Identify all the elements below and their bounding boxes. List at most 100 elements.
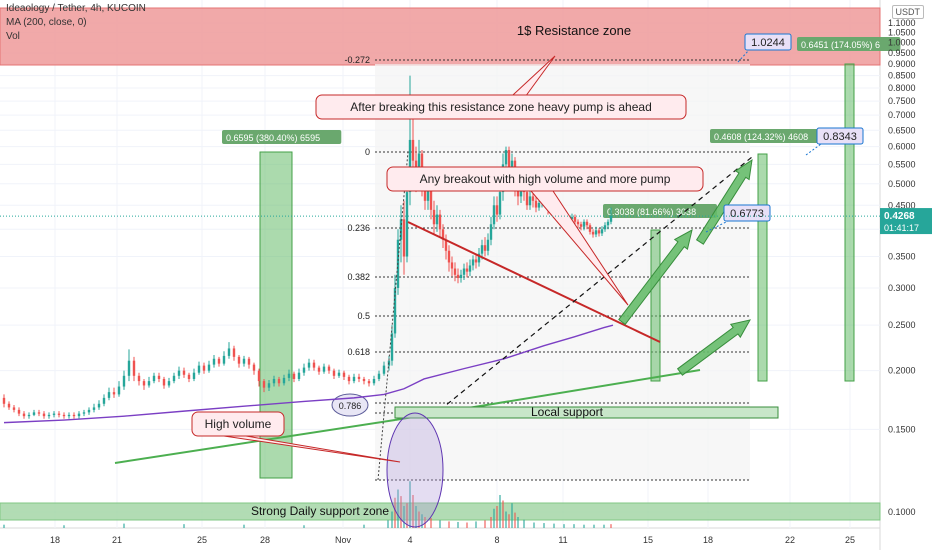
volume-bar [475, 521, 477, 528]
candle-body [342, 372, 346, 377]
daily-support-label: Strong Daily support zone [251, 504, 389, 518]
candle-body [232, 348, 236, 357]
price-tick-label: 0.9500 [888, 48, 916, 58]
price-tick-label: 0.2000 [888, 366, 916, 376]
time-tick-label: 25 [845, 535, 855, 545]
price-tick-label: 0.5500 [888, 159, 916, 169]
ma-indicator-label[interactable]: MA (200, close, 0) [6, 17, 87, 28]
target1-measure[interactable] [650, 229, 661, 382]
target1-measure-label-bg [603, 204, 717, 218]
candle-body [576, 221, 580, 225]
volume-bar [303, 525, 305, 528]
candle-body [267, 383, 271, 388]
volume-bar [243, 524, 245, 528]
high-volume-callout-box [191, 411, 285, 437]
candle-body [37, 412, 41, 414]
candle-body [162, 378, 166, 386]
candle-body [207, 364, 211, 371]
candle-body [408, 139, 412, 193]
candle-body [450, 262, 454, 269]
target2-measure[interactable] [757, 153, 768, 382]
volume-bar [490, 517, 492, 528]
candle-body [441, 229, 445, 240]
volume-bar [493, 508, 495, 528]
volume-bar [514, 512, 516, 528]
candle-body [142, 381, 146, 386]
price-axis-background [880, 0, 932, 550]
time-tick-label: 22 [785, 535, 795, 545]
breakout-callout[interactable]: Any breakout with high volume and more p… [386, 166, 704, 306]
candle-body [327, 366, 331, 371]
volume-bar [403, 506, 405, 528]
ascending-trendline[interactable] [114, 419, 396, 464]
breakout-arrow-1[interactable] [618, 229, 693, 326]
candle-body [534, 200, 538, 208]
descending-resistance-line[interactable] [407, 221, 661, 343]
candle-body [609, 215, 613, 222]
ma-line[interactable] [3, 324, 614, 424]
price-tag-box[interactable] [816, 127, 864, 145]
daily-support-zone[interactable] [0, 502, 881, 521]
candle-body [393, 287, 397, 334]
local-support-zone[interactable] [394, 406, 779, 419]
candle-body [492, 205, 496, 225]
high-volume-callout[interactable]: High volume [191, 411, 401, 463]
price-tick-label: 0.7500 [888, 96, 916, 106]
dashed-projection-line[interactable] [439, 156, 753, 411]
candle-body [362, 378, 366, 382]
fib-level-label: 0.5 [357, 311, 370, 321]
candle-body [570, 216, 574, 220]
volume-bar [496, 506, 498, 528]
currency-unit-badge[interactable]: USDT [891, 5, 924, 19]
volume-bar [502, 500, 504, 528]
volume-bar [484, 520, 486, 528]
time-tick-label: 28 [260, 535, 270, 545]
price-tag-box[interactable] [723, 204, 771, 222]
candle-body [477, 253, 481, 263]
candle-body [77, 413, 81, 417]
candle-body [591, 231, 595, 235]
candle-body [2, 397, 6, 404]
symbol-title[interactable]: Ideaology / Tether, 4h, KUCOIN [6, 3, 146, 14]
time-tick-label: 8 [494, 535, 499, 545]
volume-indicator-label[interactable]: Vol [6, 31, 20, 42]
candle-body [27, 414, 31, 417]
candle-body [137, 375, 141, 382]
bar-countdown-label: 01:41:17 [884, 223, 919, 233]
high-volume-ellipse[interactable] [386, 412, 444, 528]
time-tick-label: 11 [558, 535, 567, 545]
candle-body [242, 358, 246, 364]
target3-measure[interactable] [844, 63, 855, 382]
price-tag-box[interactable] [744, 33, 792, 51]
candle-body [453, 268, 457, 275]
volume-bar [123, 523, 125, 528]
breaking-resistance-callout[interactable]: After breaking this resistance zone heav… [315, 55, 687, 120]
volume-bar [412, 495, 414, 528]
fib-0786-badge [331, 393, 369, 417]
volume-bar [533, 522, 535, 528]
candle-body [600, 229, 604, 234]
candle-body [167, 381, 171, 386]
volume-bar [517, 517, 519, 528]
support-bounce-arrow[interactable] [676, 319, 751, 376]
time-tick-label: 21 [112, 535, 122, 545]
candle-body [297, 372, 301, 379]
fib-level-label: 0 [365, 147, 370, 157]
fib-level-label: 0.382 [347, 272, 370, 282]
breakout-arrow-2[interactable] [695, 158, 753, 245]
candle-body [347, 376, 351, 382]
candle-body [471, 259, 475, 266]
candle-body [12, 407, 16, 410]
current-price-badge[interactable] [880, 208, 932, 235]
candle-body [52, 413, 56, 415]
candle-body [112, 392, 116, 395]
candle-body [531, 196, 535, 201]
time-tick-label: 18 [50, 535, 60, 545]
candle-body [417, 153, 421, 176]
candle-body [573, 216, 577, 222]
candle-body [312, 362, 316, 368]
candle-body [197, 365, 201, 373]
current-price-label: 0.4268 [884, 211, 915, 222]
fib-level-label: 0.786 [339, 401, 362, 411]
